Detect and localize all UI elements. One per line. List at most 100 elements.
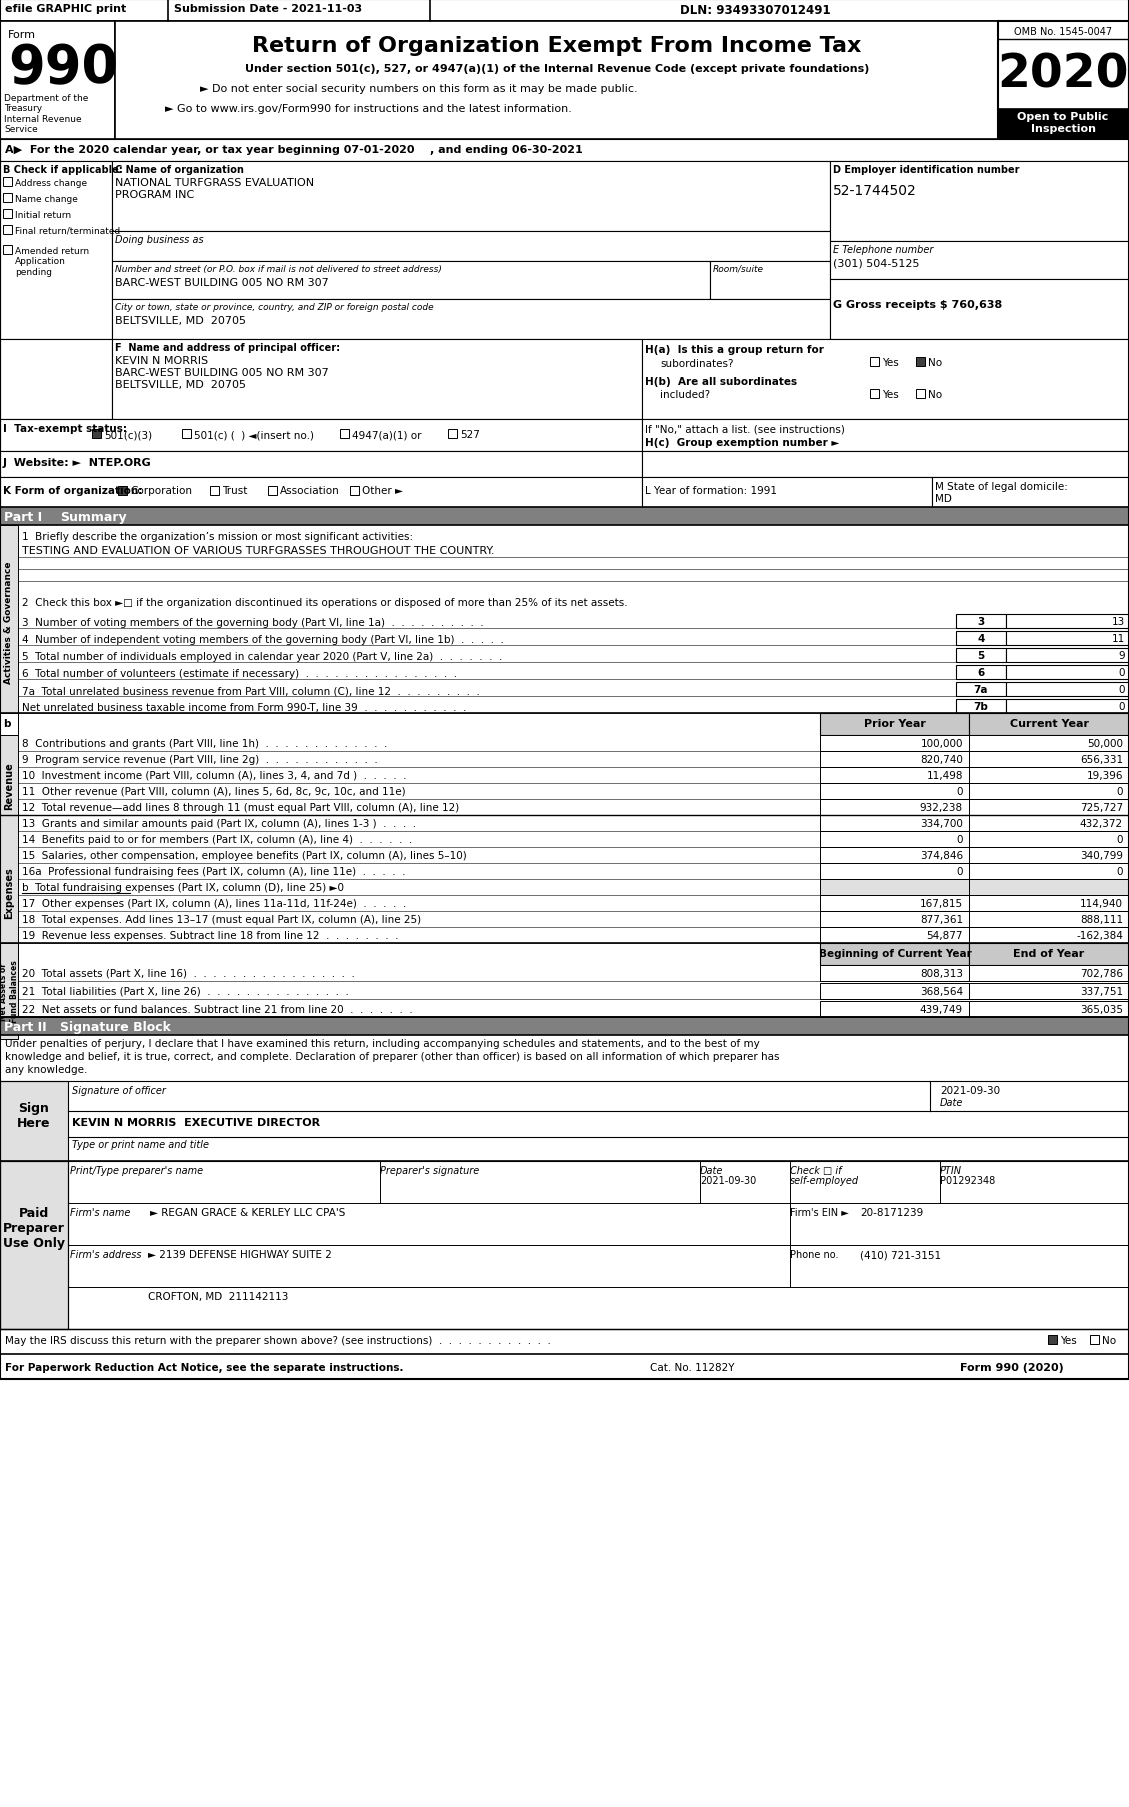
Text: Activities & Governance: Activities & Governance	[5, 562, 14, 683]
Bar	[969, 983, 1129, 999]
Text: 12  Total revenue—add lines 8 through 11 (must equal Part VIII, column (A), line: 12 Total revenue—add lines 8 through 11 …	[21, 802, 460, 813]
Text: 1  Briefly describe the organization’s mission or most significant activities:: 1 Briefly describe the organization’s mi…	[21, 531, 413, 542]
Text: Open to Public
Inspection: Open to Public Inspection	[1017, 112, 1109, 134]
Text: C Name of organization: C Name of organization	[115, 164, 244, 175]
Bar	[956, 649, 1006, 663]
Text: KEVIN N MORRIS  EXECUTIVE DIRECTOR: KEVIN N MORRIS EXECUTIVE DIRECTOR	[72, 1117, 321, 1128]
Bar	[112, 163, 830, 231]
Bar	[956, 614, 1006, 629]
Bar	[112, 300, 830, 340]
Text: 0: 0	[1117, 786, 1123, 797]
Text: 13: 13	[1112, 616, 1124, 627]
Text: 2021-09-30: 2021-09-30	[940, 1086, 1000, 1095]
Text: Date: Date	[700, 1166, 724, 1175]
Text: BELTSVILLE, MD  20705: BELTSVILLE, MD 20705	[115, 316, 246, 325]
Bar	[0, 1081, 68, 1162]
Bar	[820, 880, 969, 896]
Text: Cat. No. 11282Y: Cat. No. 11282Y	[650, 1362, 735, 1372]
Text: P01292348: P01292348	[940, 1175, 996, 1185]
Bar	[956, 683, 1006, 698]
Text: H(b)  Are all subordinates: H(b) Are all subordinates	[645, 378, 797, 387]
Text: Name change: Name change	[15, 195, 78, 204]
Text: 932,238: 932,238	[920, 802, 963, 813]
Bar	[112, 262, 710, 300]
Text: Signature Block: Signature Block	[60, 1021, 170, 1034]
Bar	[956, 632, 1006, 645]
Text: -162,384: -162,384	[1076, 931, 1123, 940]
Text: ► REGAN GRACE & KERLEY LLC CPA'S: ► REGAN GRACE & KERLEY LLC CPA'S	[150, 1207, 345, 1218]
Text: ► Do not enter social security numbers on this form as it may be made public.: ► Do not enter social security numbers o…	[200, 83, 638, 94]
Bar	[820, 847, 969, 864]
Text: 22  Net assets or fund balances. Subtract line 21 from line 20  .  .  .  .  .  .: 22 Net assets or fund balances. Subtract…	[21, 1005, 413, 1014]
Text: KEVIN N MORRIS: KEVIN N MORRIS	[115, 356, 208, 365]
Bar	[969, 965, 1129, 981]
Bar	[956, 665, 1006, 679]
Text: Print/Type preparer's name: Print/Type preparer's name	[70, 1166, 203, 1175]
Text: 0: 0	[1117, 835, 1123, 844]
Text: 0: 0	[1117, 867, 1123, 876]
Bar	[969, 815, 1129, 831]
Text: Return of Organization Exempt From Income Tax: Return of Organization Exempt From Incom…	[252, 36, 861, 56]
Text: 50,000: 50,000	[1087, 739, 1123, 748]
Bar	[0, 714, 18, 735]
Bar	[820, 943, 969, 965]
Text: BELTSVILLE, MD  20705: BELTSVILLE, MD 20705	[115, 379, 246, 390]
Text: 337,751: 337,751	[1079, 987, 1123, 996]
Bar	[820, 864, 969, 880]
Text: OMB No. 1545-0047: OMB No. 1545-0047	[1014, 27, 1112, 36]
Text: 439,749: 439,749	[920, 1005, 963, 1014]
Text: 501(c)(3): 501(c)(3)	[104, 430, 152, 439]
Bar	[933, 477, 1129, 508]
Text: (301) 504-5125: (301) 504-5125	[833, 258, 919, 267]
Text: 7b: 7b	[973, 701, 988, 712]
Text: 11  Other revenue (Part VIII, column (A), lines 5, 6d, 8c, 9c, 10c, and 11e): 11 Other revenue (Part VIII, column (A),…	[21, 786, 405, 797]
Text: Amended return
Application
pending: Amended return Application pending	[15, 248, 89, 276]
Text: Net unrelated business taxable income from Form 990-T, line 39  .  .  .  .  .  .: Net unrelated business taxable income fr…	[21, 703, 466, 712]
Text: Initial return: Initial return	[15, 211, 71, 220]
Bar	[820, 1001, 969, 1017]
Text: No: No	[928, 390, 942, 399]
Bar	[0, 340, 112, 419]
Text: 17  Other expenses (Part IX, column (A), lines 11a-11d, 11f-24e)  .  .  .  .  .: 17 Other expenses (Part IX, column (A), …	[21, 898, 406, 909]
Text: PTIN: PTIN	[940, 1166, 962, 1175]
Text: 100,000: 100,000	[920, 739, 963, 748]
Bar	[0, 1017, 1129, 1035]
Text: B Check if applicable:: B Check if applicable:	[3, 164, 123, 175]
Text: any knowledge.: any knowledge.	[5, 1064, 87, 1075]
Bar	[820, 752, 969, 768]
Text: Revenue: Revenue	[5, 763, 14, 810]
Text: Firm's EIN ►: Firm's EIN ►	[790, 1207, 849, 1218]
Text: Summary: Summary	[60, 511, 126, 524]
Bar	[0, 139, 1129, 163]
Bar	[820, 784, 969, 799]
Text: Yes: Yes	[1060, 1335, 1077, 1344]
Text: 167,815: 167,815	[920, 898, 963, 909]
Text: Trust: Trust	[222, 486, 247, 495]
Text: Under section 501(c), 527, or 4947(a)(1) of the Internal Revenue Code (except pr: Under section 501(c), 527, or 4947(a)(1)…	[245, 63, 869, 74]
Bar	[830, 163, 1129, 242]
Text: Doing business as: Doing business as	[115, 235, 203, 246]
Bar	[820, 927, 969, 943]
Bar	[0, 508, 1129, 526]
Bar	[916, 358, 925, 367]
Bar	[956, 699, 1006, 714]
Text: (410) 721-3151: (410) 721-3151	[860, 1249, 942, 1259]
Bar	[0, 163, 112, 340]
Bar	[0, 1162, 1129, 1330]
Text: 11: 11	[1112, 634, 1124, 643]
Text: 13  Grants and similar amounts paid (Part IX, column (A), lines 1-3 )  .  .  .  : 13 Grants and similar amounts paid (Part…	[21, 819, 417, 829]
Text: 3  Number of voting members of the governing body (Part VI, line 1a)  .  .  .  .: 3 Number of voting members of the govern…	[21, 618, 483, 627]
Text: 20  Total assets (Part X, line 16)  .  .  .  .  .  .  .  .  .  .  .  .  .  .  . : 20 Total assets (Part X, line 16) . . . …	[21, 969, 355, 978]
Text: D Employer identification number: D Employer identification number	[833, 164, 1019, 175]
Bar	[830, 280, 1129, 340]
Text: Other ►: Other ►	[362, 486, 403, 495]
Text: Paid
Preparer
Use Only: Paid Preparer Use Only	[3, 1207, 65, 1249]
Text: Firm's name: Firm's name	[70, 1207, 130, 1218]
Text: Yes: Yes	[882, 358, 899, 369]
Text: Beginning of Current Year: Beginning of Current Year	[819, 949, 971, 958]
Bar	[969, 831, 1129, 847]
Text: 820,740: 820,740	[920, 755, 963, 764]
Text: 0: 0	[1119, 701, 1124, 712]
Text: Sign
Here: Sign Here	[17, 1102, 51, 1129]
Bar	[0, 0, 1129, 22]
